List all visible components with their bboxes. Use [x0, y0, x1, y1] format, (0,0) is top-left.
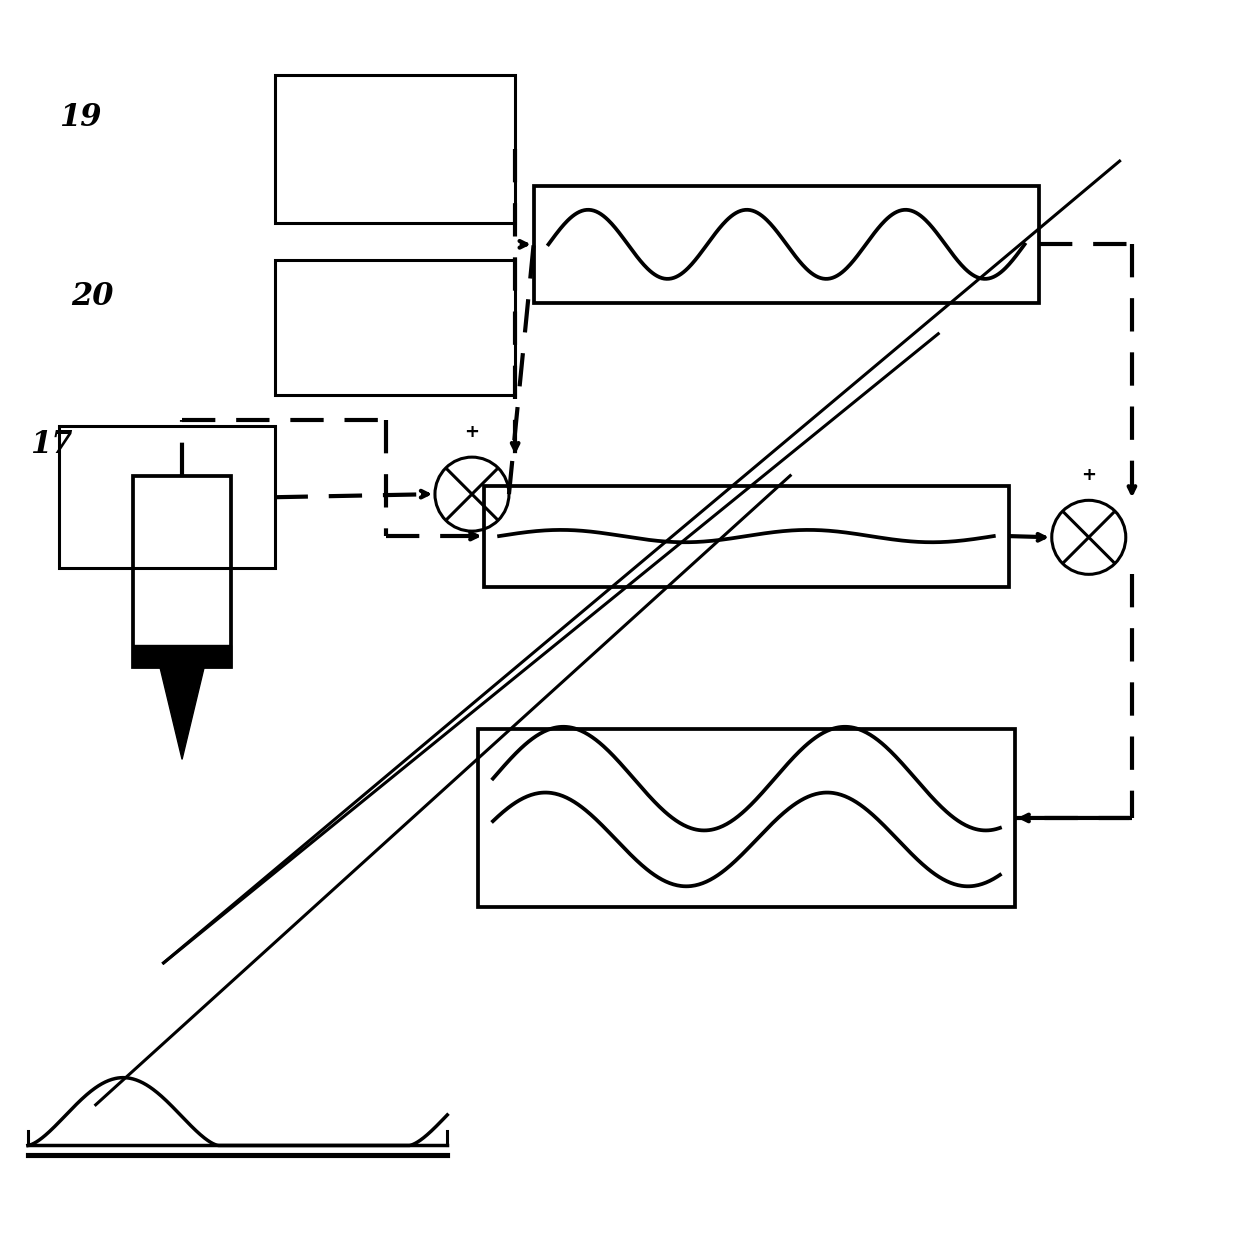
Bar: [133, 475, 232, 667]
Bar: [485, 485, 1008, 587]
Bar: [133, 645, 232, 667]
Bar: [479, 729, 1014, 908]
Polygon shape: [160, 667, 205, 760]
Text: +: +: [1081, 467, 1096, 484]
Bar: [533, 185, 1039, 303]
Bar: [58, 426, 274, 568]
Text: 19: 19: [58, 103, 102, 133]
Bar: [274, 74, 515, 222]
Text: +: +: [465, 424, 480, 441]
Bar: [274, 259, 515, 395]
Text: 20: 20: [71, 282, 114, 312]
Text: 17: 17: [30, 430, 73, 461]
